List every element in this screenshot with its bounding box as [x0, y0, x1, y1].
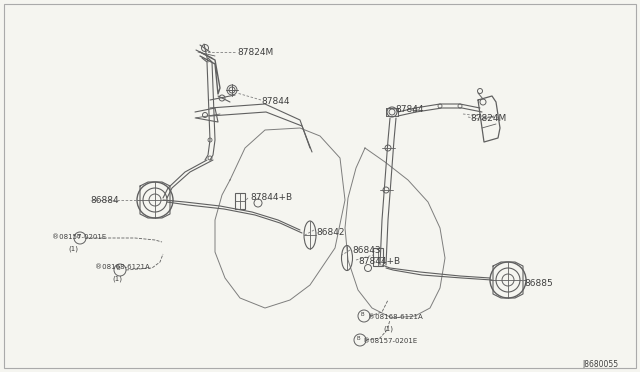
Text: (1): (1) [112, 276, 122, 282]
Bar [235, 193, 245, 209]
Text: B: B [116, 266, 120, 270]
Text: J8680055: J8680055 [582, 360, 618, 369]
Text: 87844+B: 87844+B [358, 257, 400, 266]
Text: ®08157-0201E: ®08157-0201E [363, 338, 417, 344]
Text: ®08168-6121A: ®08168-6121A [368, 314, 423, 320]
Text: B: B [360, 311, 364, 317]
Text: 86885: 86885 [524, 279, 553, 288]
Text: 86884: 86884 [90, 196, 118, 205]
Bar [373, 248, 383, 266]
Text: 87844: 87844 [261, 97, 289, 106]
Text: ®08168-6121A: ®08168-6121A [95, 264, 150, 270]
Text: B: B [356, 336, 360, 340]
Text: 86842: 86842 [316, 228, 344, 237]
Text: 87824M: 87824M [237, 48, 273, 57]
Text: 87824M: 87824M [470, 114, 506, 123]
Text: 87844: 87844 [395, 105, 424, 114]
Text: (1): (1) [383, 326, 393, 333]
Text: 86843: 86843 [352, 246, 381, 255]
Text: ®08157-0201E: ®08157-0201E [52, 234, 106, 240]
Text: (1): (1) [68, 246, 78, 253]
Text: 87844+B: 87844+B [250, 193, 292, 202]
Text: B: B [76, 234, 80, 238]
